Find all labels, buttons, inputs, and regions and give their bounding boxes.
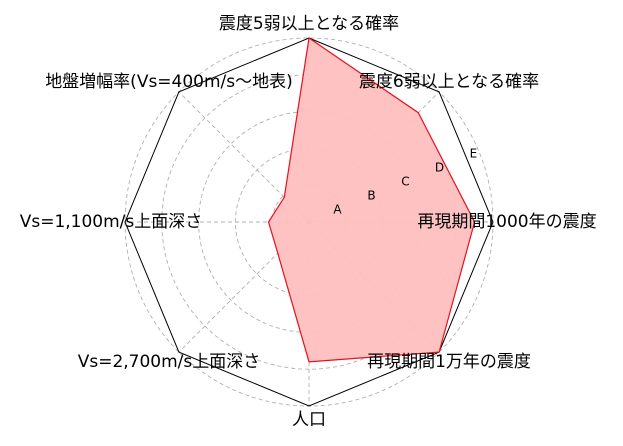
axis-label-5: 人口 xyxy=(292,410,326,430)
ring-label-c: C xyxy=(401,175,409,189)
ring-label-d: D xyxy=(435,160,444,174)
outer-frame xyxy=(124,37,494,407)
axis-label-2: 震度6弱以上となる確率 xyxy=(359,72,539,92)
axis-label-7: Vs=1,100m/s上面深さ xyxy=(20,212,203,232)
axis-label-1: 震度5弱以上となる確率 xyxy=(219,14,399,34)
axis-label-3: 再現期間1000年の震度 xyxy=(417,212,596,232)
axis-label-layer: 震度5弱以上となる確率震度6弱以上となる確率再現期間1000年の震度再現期間1万… xyxy=(20,14,597,430)
ring-label-b: B xyxy=(367,189,375,203)
ring-label-layer: A B C D E xyxy=(333,146,477,216)
ring-label-e: E xyxy=(470,146,478,160)
axis-label-8: 地盤増幅率(Vs=400m/s〜地表) xyxy=(45,72,293,92)
axis-label-4: 再現期間1万年の震度 xyxy=(367,352,531,372)
data-polygon xyxy=(267,36,476,363)
axis-label-6: Vs=2,700m/s上面深さ xyxy=(78,352,261,372)
ring-label-a: A xyxy=(333,203,342,217)
